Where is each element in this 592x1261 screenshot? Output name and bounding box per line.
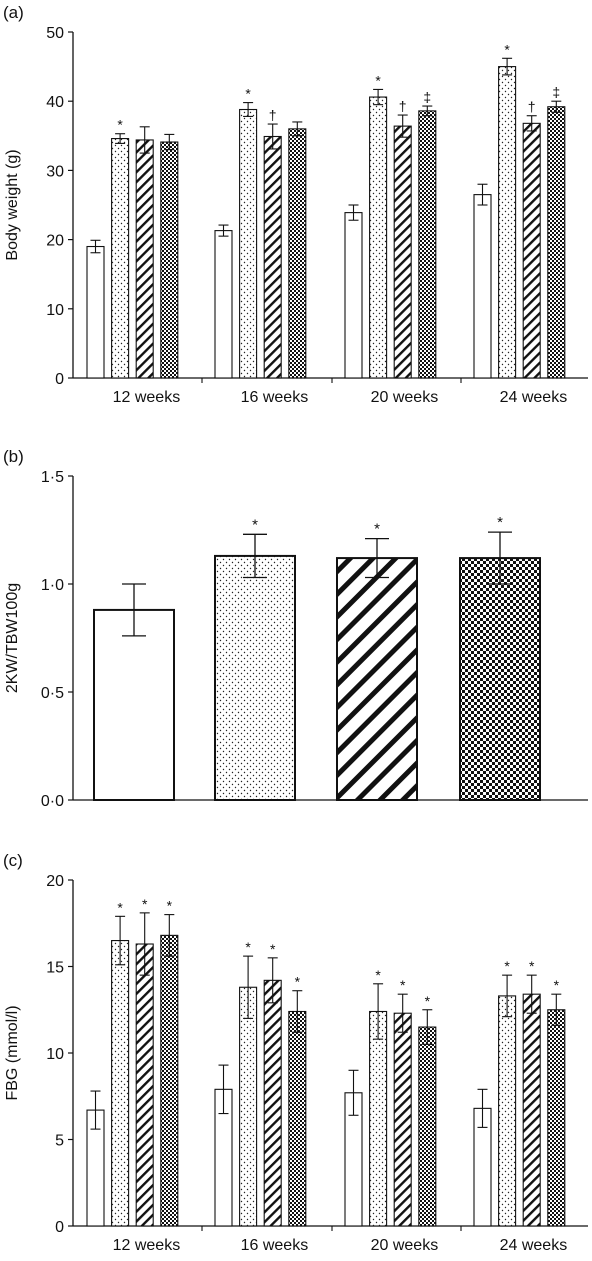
panel-label: (c) bbox=[3, 851, 23, 870]
x-category-label: 16 weeks bbox=[241, 1237, 309, 1254]
significance-mark: * bbox=[425, 993, 431, 1009]
y-tick-label: 10 bbox=[46, 1046, 64, 1063]
bar bbox=[369, 96, 388, 379]
y-tick-label: 30 bbox=[46, 163, 64, 180]
significance-mark: * bbox=[375, 967, 381, 983]
significance-mark: * bbox=[252, 516, 258, 533]
bar bbox=[214, 230, 233, 379]
y-tick-label: 40 bbox=[46, 94, 64, 111]
significance-mark: * bbox=[245, 86, 251, 102]
bar bbox=[547, 1009, 566, 1227]
bar bbox=[418, 1026, 437, 1227]
significance-mark: * bbox=[504, 41, 510, 57]
significance-mark: * bbox=[529, 958, 535, 974]
x-category-label: 24 weeks bbox=[500, 1237, 568, 1254]
significance-mark: ‡ bbox=[552, 84, 560, 100]
x-category-label: 12 weeks bbox=[113, 389, 181, 406]
bar bbox=[522, 993, 541, 1227]
bar bbox=[111, 939, 130, 1227]
bar bbox=[522, 122, 541, 379]
x-category-label: 16 weeks bbox=[241, 389, 309, 406]
significance-mark: * bbox=[374, 521, 380, 538]
y-tick-label: 1·5 bbox=[41, 469, 64, 486]
y-axis-title: Body weight (g) bbox=[4, 149, 21, 260]
y-tick-label: 5 bbox=[55, 1133, 64, 1150]
y-tick-label: 0·5 bbox=[41, 685, 64, 702]
panel-label: (b) bbox=[3, 447, 24, 466]
bar bbox=[160, 141, 179, 379]
y-tick-label: 1·0 bbox=[41, 577, 64, 594]
bar bbox=[135, 943, 154, 1227]
bar bbox=[214, 554, 296, 801]
bar bbox=[344, 212, 363, 379]
significance-mark: ‡ bbox=[423, 89, 431, 105]
bar bbox=[547, 106, 566, 379]
bar bbox=[86, 245, 105, 379]
y-tick-label: 10 bbox=[46, 302, 64, 319]
significance-mark: * bbox=[167, 898, 173, 914]
x-category-label: 24 weeks bbox=[500, 389, 568, 406]
bar bbox=[336, 557, 418, 802]
significance-mark: * bbox=[497, 514, 503, 531]
y-tick-label: 15 bbox=[46, 960, 64, 977]
bar bbox=[135, 139, 154, 379]
bar bbox=[263, 135, 282, 379]
bar bbox=[369, 1010, 388, 1227]
significance-mark: * bbox=[117, 117, 123, 133]
significance-mark: * bbox=[375, 72, 381, 88]
bar bbox=[498, 66, 517, 379]
y-axis-title: 2KW/TBW100g bbox=[4, 583, 21, 693]
bar bbox=[288, 128, 307, 379]
significance-mark: † bbox=[399, 98, 407, 114]
y-tick-label: 0 bbox=[55, 371, 64, 388]
chart-panel-1: (a) Body weight (g) 0 10 20 30 40 50 * 12 weeks * †… bbox=[3, 3, 588, 406]
significance-mark: * bbox=[554, 977, 560, 993]
bar bbox=[498, 995, 517, 1227]
bar bbox=[418, 110, 437, 379]
chart-panel-2: (b) 2KW/TBW100g 0·0 0·5 1·0 1·5 * * * bbox=[3, 447, 588, 810]
y-axis-title: FBG (mmol/l) bbox=[4, 1005, 21, 1100]
bar bbox=[459, 557, 541, 802]
significance-mark: * bbox=[117, 899, 123, 915]
bar bbox=[239, 108, 258, 379]
y-tick-label: 0·0 bbox=[41, 793, 64, 810]
significance-mark: * bbox=[295, 974, 301, 990]
bar bbox=[111, 138, 130, 379]
significance-mark: † bbox=[528, 99, 536, 115]
y-tick-label: 0 bbox=[55, 1219, 64, 1236]
chart-panel-3: (c) FBG (mmol/l) 0 5 10 15 20 * * * 12 weeks * * * 16 … bbox=[3, 851, 588, 1254]
x-category-label: 12 weeks bbox=[113, 1237, 181, 1254]
significance-mark: * bbox=[270, 941, 276, 957]
significance-mark: † bbox=[269, 107, 277, 123]
significance-mark: * bbox=[400, 977, 406, 993]
bar bbox=[239, 986, 258, 1227]
y-tick-label: 20 bbox=[46, 233, 64, 250]
bar bbox=[93, 608, 175, 801]
y-tick-label: 50 bbox=[46, 25, 64, 42]
significance-mark: * bbox=[142, 896, 148, 912]
bar bbox=[263, 979, 282, 1227]
bar bbox=[393, 1012, 412, 1227]
y-tick-label: 20 bbox=[46, 873, 64, 890]
bar bbox=[160, 934, 179, 1227]
bar bbox=[393, 125, 412, 379]
bar bbox=[288, 1010, 307, 1227]
significance-mark: * bbox=[245, 939, 251, 955]
significance-mark: * bbox=[504, 958, 510, 974]
x-category-label: 20 weeks bbox=[371, 1237, 439, 1254]
panel-label: (a) bbox=[3, 3, 24, 22]
x-category-label: 20 weeks bbox=[371, 389, 439, 406]
bar bbox=[473, 194, 492, 379]
